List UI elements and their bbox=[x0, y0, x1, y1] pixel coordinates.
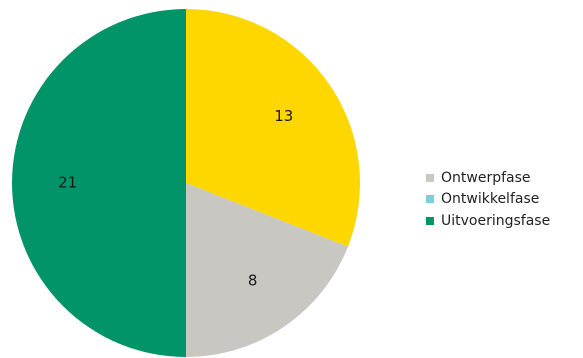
pie-data-label: 21 bbox=[58, 174, 77, 192]
legend-label: Ontwerpfase bbox=[441, 169, 531, 186]
pie-slice-uitvoeringsfase bbox=[12, 9, 186, 357]
pie-data-label: 8 bbox=[248, 271, 258, 289]
pie-slices bbox=[12, 9, 360, 357]
legend-item-ontwerpfase: Ontwerpfase bbox=[426, 167, 550, 189]
legend: Ontwerpfase Ontwikkelfase Uitvoeringsfas… bbox=[426, 167, 550, 232]
pie-data-labels: 13 8 21 bbox=[58, 107, 293, 289]
pie-slice-ontwerpfase bbox=[186, 183, 348, 357]
legend-label: Uitvoeringsfase bbox=[441, 212, 551, 229]
legend-label: Ontwikkelfase bbox=[441, 191, 540, 208]
legend-swatch bbox=[426, 173, 434, 182]
legend-item-uitvoeringsfase: Uitvoeringsfase bbox=[426, 210, 550, 232]
pie-slice-unlabeled-0 bbox=[186, 9, 360, 247]
legend-swatch bbox=[426, 216, 434, 225]
pie-data-label: 13 bbox=[274, 107, 293, 125]
legend-swatch bbox=[426, 195, 434, 204]
legend-item-ontwikkelfase: Ontwikkelfase bbox=[426, 189, 550, 211]
